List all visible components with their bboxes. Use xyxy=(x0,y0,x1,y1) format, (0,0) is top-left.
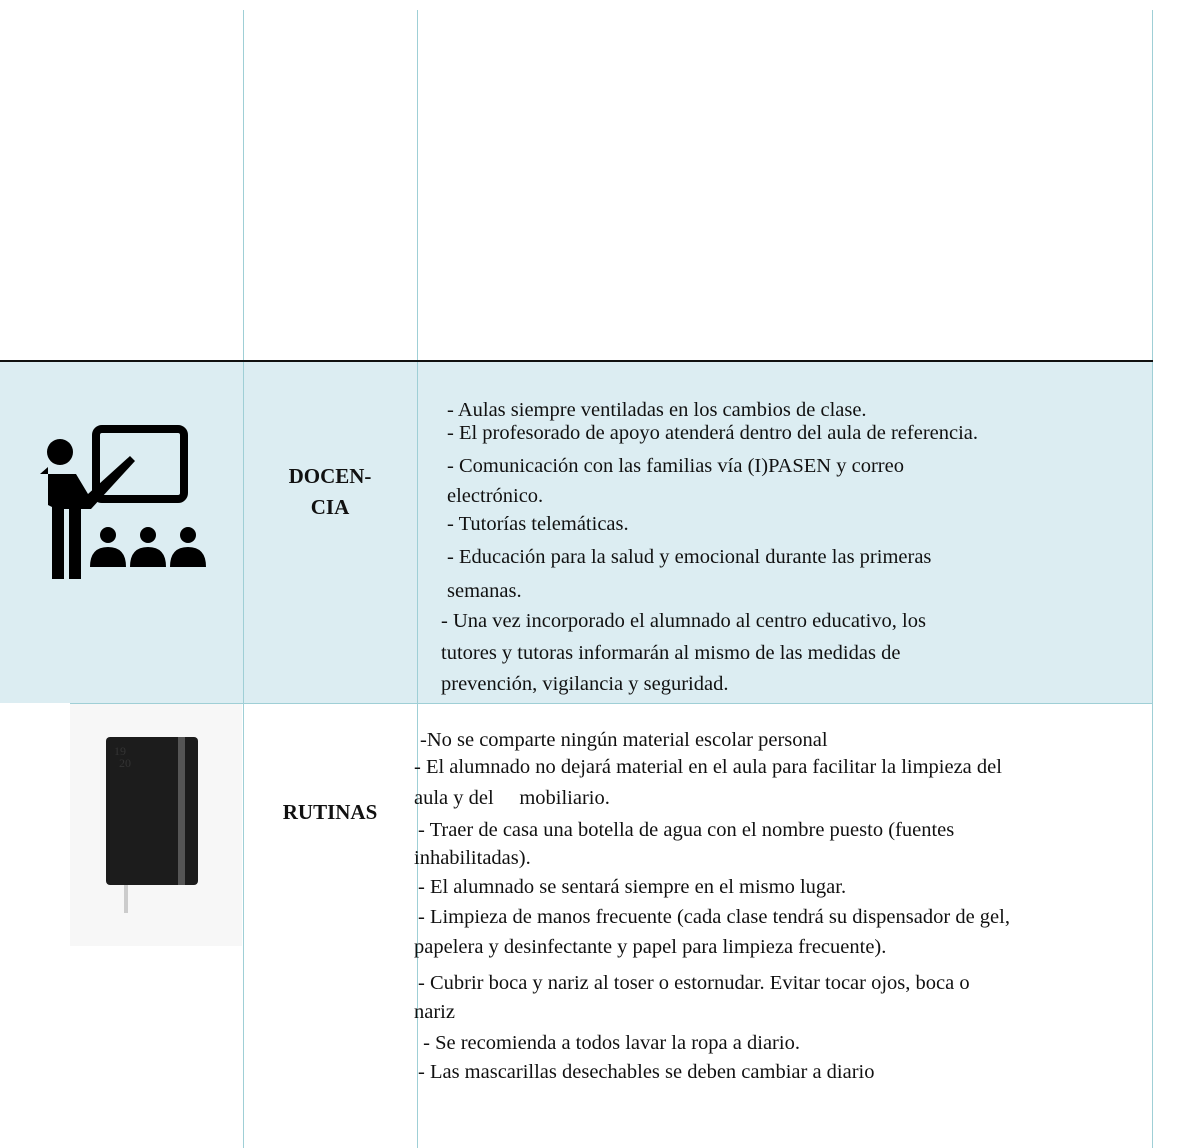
row-label: CIA xyxy=(310,495,350,519)
teacher-icon xyxy=(40,425,206,579)
text-line: tutores y tutoras informarán al mismo de… xyxy=(441,642,901,664)
row-label: RUTINAS xyxy=(282,800,378,824)
text-line: - El alumnado se sentará siempre en el m… xyxy=(418,876,847,898)
text-line: - Tutorías telemáticas. xyxy=(447,513,629,535)
text-line: - El alumnado no dejará material en el a… xyxy=(414,756,1002,778)
text-line: - Aulas siempre ventiladas en los cambio… xyxy=(447,399,867,421)
text-line: nariz xyxy=(414,1001,455,1023)
text-line: inhabilitadas). xyxy=(414,847,531,869)
text-line: - Educación para la salud y emocional du… xyxy=(447,546,932,568)
notebook-text: 19 xyxy=(114,744,126,758)
text-line: - El profesorado de apoyo atenderá dentr… xyxy=(447,422,979,444)
text-line: - Las mascarillas desechables se deben c… xyxy=(418,1061,875,1083)
row-line xyxy=(70,703,1153,704)
text-line: - Comunicación con las familias vía (I)P… xyxy=(447,455,904,477)
notebook-text: 20 xyxy=(119,756,131,770)
text-line: papelera y desinfectante y papel para li… xyxy=(414,936,887,958)
text-line: - Limpieza de manos frecuente (cada clas… xyxy=(418,906,1010,928)
col-line xyxy=(243,10,244,1148)
text-line: -No se comparte ningún material escolar … xyxy=(420,729,828,751)
text-line: - Una vez incorporado el alumnado al cen… xyxy=(441,610,926,632)
text-line: - Cubrir boca y nariz al toser o estornu… xyxy=(418,972,970,994)
text-line: semanas. xyxy=(447,580,522,602)
row-label: DOCEN- xyxy=(288,464,372,488)
notebook-icon: 19 20 xyxy=(106,737,198,913)
text-line: aula y del mobiliario. xyxy=(414,787,610,809)
col-line xyxy=(1152,10,1153,1148)
text-line: - Traer de casa una botella de agua con … xyxy=(418,819,955,841)
text-line: - Se recomienda a todos lavar la ropa a … xyxy=(418,1032,800,1054)
col-line xyxy=(417,10,418,1148)
text-line: electrónico. xyxy=(447,485,544,507)
row-line xyxy=(0,360,1153,362)
text-line: prevención, vigilancia y seguridad. xyxy=(441,673,729,695)
